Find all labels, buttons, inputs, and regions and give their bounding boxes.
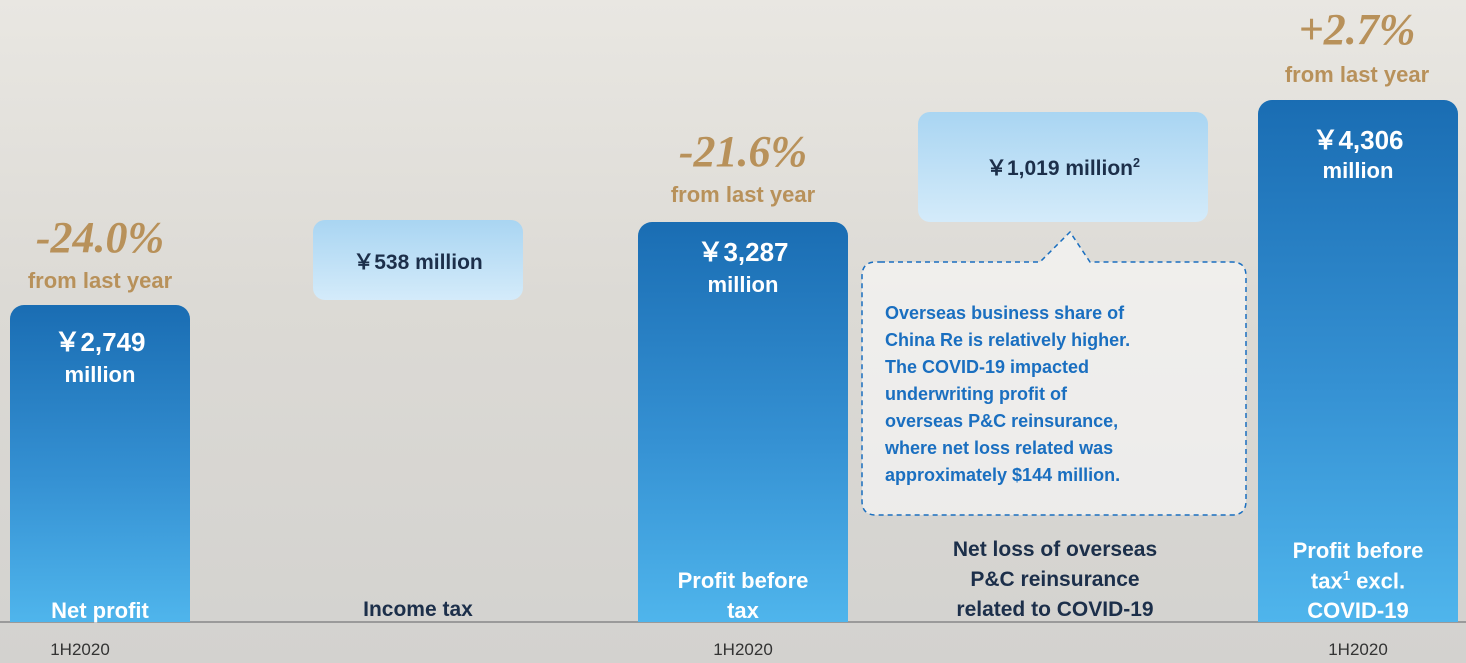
value: ￥4,306 xyxy=(1312,125,1404,155)
unit: million xyxy=(1322,158,1394,183)
value-box xyxy=(313,220,523,300)
value: ￥3,287 xyxy=(697,237,789,267)
callout-line: underwriting profit of xyxy=(885,384,1067,404)
label: related to COVID-19 xyxy=(956,598,1154,621)
label: Net profit xyxy=(51,598,149,623)
value: ￥2,749 xyxy=(54,327,146,357)
bar xyxy=(10,305,190,622)
label: Profit before xyxy=(677,568,809,593)
bar xyxy=(638,222,848,622)
label: COVID-19 xyxy=(1307,598,1409,623)
label: Profit before xyxy=(1292,538,1424,563)
label: Net loss of overseas xyxy=(952,538,1158,561)
bar xyxy=(1258,100,1458,622)
callout-line: where net loss related was xyxy=(885,438,1114,458)
label: tax xyxy=(727,598,759,623)
value-box xyxy=(918,112,1208,222)
label: P&C reinsurance xyxy=(970,568,1140,591)
change: +2.7% xyxy=(1298,5,1416,54)
callout-line: Overseas business share of xyxy=(885,303,1125,323)
change-note: from last year xyxy=(670,182,816,207)
callout-line: China Re is relatively higher. xyxy=(885,330,1131,350)
label-text: tax xyxy=(1310,568,1343,594)
value: ￥1,019 million2 xyxy=(918,152,1208,182)
label-text: excl. xyxy=(1350,568,1406,594)
callout-line: approximately $144 million. xyxy=(885,465,1121,485)
callout-line: The COVID-19 impacted xyxy=(885,357,1090,377)
value-text: ￥1,019 million xyxy=(985,157,1134,180)
period: 1H2020 xyxy=(1328,640,1388,659)
value: ￥538 million xyxy=(353,251,483,274)
footnote: 2 xyxy=(1133,156,1141,170)
label: tax1 excl. xyxy=(1258,568,1458,594)
change-note: from last year xyxy=(1284,62,1430,87)
label: Income tax xyxy=(363,598,473,621)
callout-line: overseas P&C reinsurance, xyxy=(885,411,1119,431)
change: -21.6% xyxy=(678,127,808,176)
change-note: from last year xyxy=(27,268,173,293)
callout-text: Overseas business share of China Re is r… xyxy=(885,300,1235,489)
unit: million xyxy=(64,362,136,387)
period: 1H2020 xyxy=(713,640,773,659)
callout-bubble xyxy=(861,230,1247,516)
unit: million xyxy=(707,272,779,297)
change: -24.0% xyxy=(35,213,165,262)
period: 1H2020 xyxy=(50,640,110,659)
footnote: 1 xyxy=(1342,568,1351,583)
